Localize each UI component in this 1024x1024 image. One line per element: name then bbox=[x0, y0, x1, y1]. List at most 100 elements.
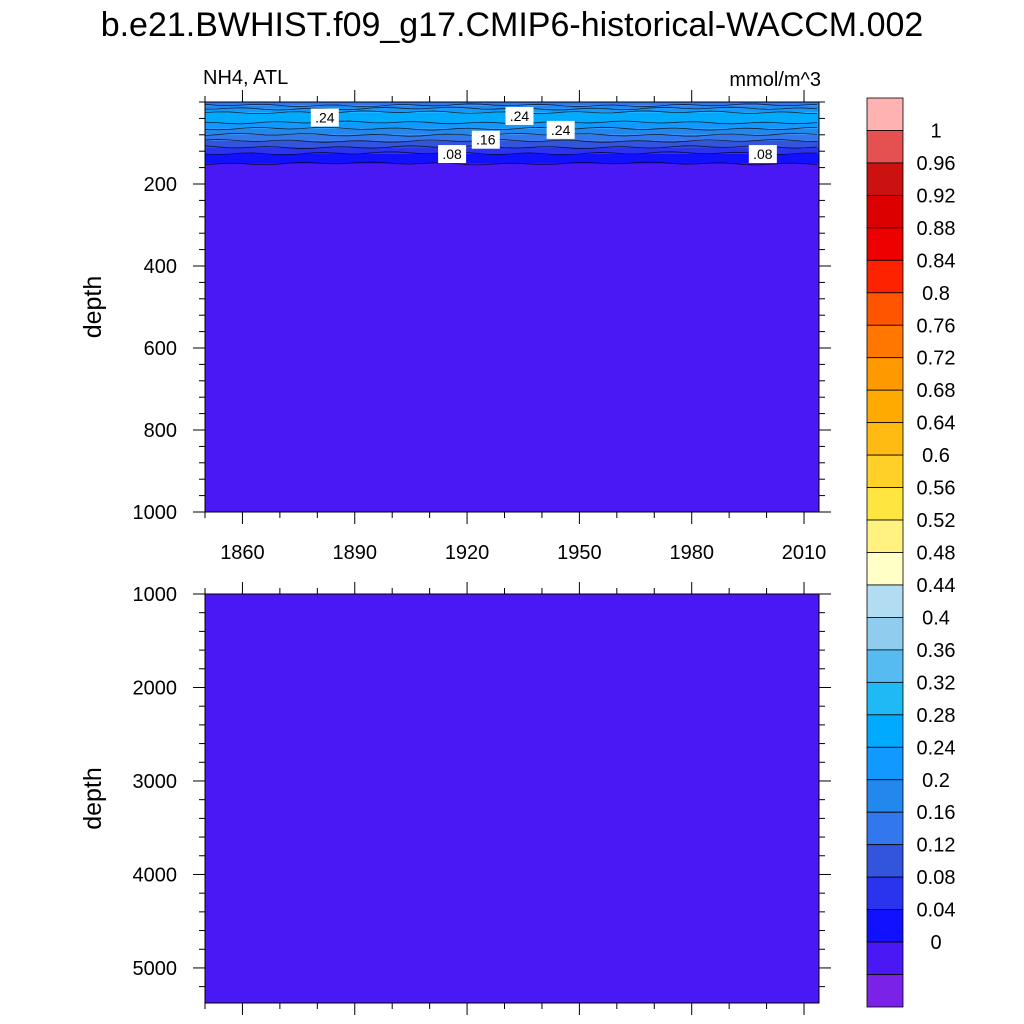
colorbar-swatch bbox=[866, 292, 904, 326]
colorbar-swatch bbox=[866, 422, 904, 456]
upper-contour-line-6 bbox=[204, 139, 818, 143]
lower-layer-0 bbox=[205, 594, 819, 1003]
upper-layer-6 bbox=[205, 134, 819, 141]
upper-plot-frame bbox=[204, 101, 820, 513]
lower-y-tick-label: 5000 bbox=[133, 958, 178, 980]
upper-x-tick-label: 1890 bbox=[333, 542, 378, 564]
contour-label-2: .24 bbox=[546, 120, 575, 139]
colorbar-swatch bbox=[866, 324, 904, 359]
colorbar-swatch bbox=[866, 779, 904, 813]
upper-layer-1 bbox=[205, 105, 819, 109]
colorbar-swatch bbox=[866, 909, 904, 943]
upper-contour-line-3 bbox=[204, 120, 818, 125]
svg-text:.08: .08 bbox=[753, 146, 773, 162]
chart-title: b.e21.BWHIST.f09_g17.CMIP6-historical-WA… bbox=[100, 6, 924, 44]
upper-contour-line-9 bbox=[204, 161, 818, 166]
colorbar-swatch bbox=[866, 844, 904, 878]
colorbar-swatch bbox=[866, 97, 904, 131]
colorbar-swatch bbox=[866, 974, 904, 1008]
svg-text:.08: .08 bbox=[442, 146, 462, 162]
colorbar-label: 0.36 bbox=[917, 640, 956, 662]
colorbar-swatch bbox=[866, 746, 904, 781]
upper-y-tick-label: 600 bbox=[144, 338, 177, 360]
upper-y-tick-label: 200 bbox=[144, 174, 177, 196]
colorbar-label: 0.04 bbox=[917, 900, 956, 922]
colorbar-label: 0 bbox=[930, 932, 941, 954]
colorbar-swatch bbox=[866, 454, 904, 488]
colorbar-label: 0.52 bbox=[917, 510, 956, 532]
contour-label-4: .08 bbox=[438, 145, 467, 164]
upper-x-tick-label: 2010 bbox=[782, 542, 827, 564]
lower-plot-area bbox=[205, 594, 819, 1003]
colorbar-swatch bbox=[866, 389, 904, 424]
colorbar-label: 1 bbox=[930, 120, 941, 142]
colorbar-swatch bbox=[866, 714, 904, 748]
lower-y-tick-label: 3000 bbox=[133, 771, 178, 793]
lower-y-axis-title: depth bbox=[79, 767, 107, 830]
colorbar-label: 0.28 bbox=[917, 705, 956, 727]
upper-panel: .24 .24 .24 .16 .08 .08 200 400 600 800 1000 1860… bbox=[79, 67, 831, 564]
colorbar: 1 0.96 0.92 0.88 0.84 0.8 0.76 0.72 0.68 0.64 0.6 0… bbox=[866, 97, 956, 1008]
colorbar-swatch bbox=[866, 130, 904, 164]
upper-x-tick-label: 1950 bbox=[557, 542, 602, 564]
colorbar-swatch bbox=[866, 487, 904, 521]
colorbar-swatch bbox=[866, 259, 904, 294]
upper-contour-lines bbox=[204, 103, 818, 166]
upper-layer-4 bbox=[205, 122, 819, 129]
lower-y-tick-label: 4000 bbox=[133, 864, 178, 886]
colorbar-label: 0.24 bbox=[917, 737, 956, 759]
colorbar-label: 0.96 bbox=[917, 153, 956, 175]
colorbar-swatch bbox=[866, 649, 904, 683]
upper-y-tick-label: 1000 bbox=[133, 502, 178, 524]
upper-x-axis: 1860 1890 1920 1950 1980 2010 bbox=[204, 90, 827, 564]
colorbar-swatch bbox=[866, 162, 904, 196]
colorbar-swatch bbox=[866, 194, 904, 229]
colorbar-label: 0.56 bbox=[917, 478, 956, 500]
svg-text:.16: .16 bbox=[476, 132, 496, 148]
colorbar-swatch bbox=[866, 617, 904, 651]
colorbar-swatch bbox=[866, 584, 904, 618]
colorbar-label: 0.8 bbox=[922, 283, 950, 305]
colorbar-label: 0.4 bbox=[922, 607, 950, 629]
svg-text:.24: .24 bbox=[315, 110, 335, 126]
upper-contour-line-7 bbox=[204, 145, 818, 149]
colorbar-label: 0.88 bbox=[917, 218, 956, 240]
colorbar-label: 0.08 bbox=[917, 867, 956, 889]
colorbar-label: 0.32 bbox=[917, 672, 956, 694]
contour-label-1: .24 bbox=[505, 106, 534, 125]
colorbar-swatch bbox=[866, 811, 904, 846]
contour-label-0: .24 bbox=[310, 108, 339, 127]
upper-contour-line-8 bbox=[204, 151, 818, 156]
colorbar-swatch bbox=[866, 941, 904, 975]
upper-contour-line-5 bbox=[204, 132, 818, 137]
upper-contour-line-2 bbox=[204, 110, 818, 115]
colorbar-label: 0.12 bbox=[917, 835, 956, 857]
colorbar-label: 0.6 bbox=[922, 445, 950, 467]
upper-contour-labels: .24 .24 .24 .16 .08 .08 bbox=[310, 106, 777, 164]
colorbar-swatch bbox=[866, 681, 904, 716]
upper-y-tick-label: 800 bbox=[144, 420, 177, 442]
colorbar-swatch bbox=[866, 357, 904, 391]
upper-layer-7 bbox=[205, 140, 819, 148]
svg-text:.24: .24 bbox=[510, 108, 530, 124]
colorbar-label: 0.84 bbox=[917, 250, 956, 272]
upper-x-tick-label: 1980 bbox=[669, 542, 714, 564]
contour-label-3: .16 bbox=[471, 130, 500, 149]
upper-y-tick-label: 400 bbox=[144, 256, 177, 278]
lower-y-tick-label: 1000 bbox=[133, 584, 178, 606]
upper-plot-area bbox=[205, 102, 819, 512]
contour-label-5: .08 bbox=[748, 145, 777, 164]
colorbar-label: 0.72 bbox=[917, 348, 956, 370]
upper-x-tick-label: 1860 bbox=[220, 542, 265, 564]
upper-layer-0 bbox=[205, 102, 819, 106]
upper-units-label: mmol/m^3 bbox=[729, 69, 821, 91]
upper-contour-line-4 bbox=[204, 126, 818, 131]
lower-x-axis bbox=[204, 582, 805, 1015]
colorbar-label: 0.48 bbox=[917, 543, 956, 565]
upper-y-axis-title: depth bbox=[79, 276, 107, 339]
upper-contour-line-0 bbox=[204, 103, 818, 108]
upper-x-tick-label: 1920 bbox=[445, 542, 490, 564]
colorbar-label: 0.68 bbox=[917, 380, 956, 402]
colorbar-label: 0.44 bbox=[917, 575, 956, 597]
